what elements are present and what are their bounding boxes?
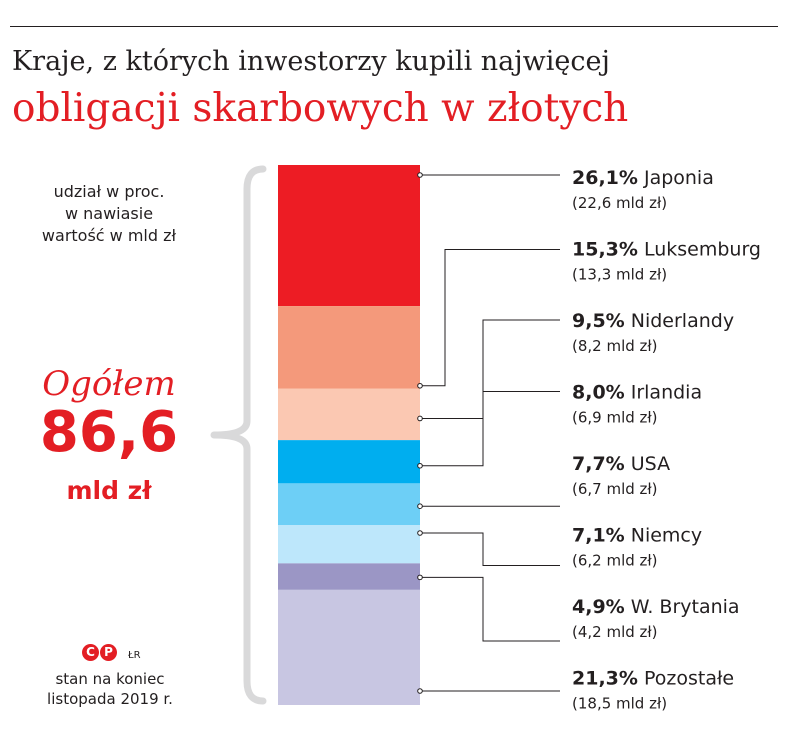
leader-line-7 — [420, 576, 560, 642]
category-label: Niemcy — [625, 525, 702, 547]
category-label: Niderlandy — [625, 310, 734, 332]
leader-line-3 — [420, 319, 560, 419]
protected-icon: P — [100, 644, 117, 661]
total-brace — [210, 165, 267, 705]
leader-dot-7 — [417, 574, 423, 581]
segment-label: 21,3% Pozostałe — [572, 668, 734, 690]
units-note-line: wartość w mld zł — [41, 226, 177, 245]
bar-segment-6 — [278, 525, 420, 564]
segment-labels: 26,1% Japonia (22,6 mld zł) 15,3% Luksembu… — [572, 167, 761, 713]
category-label: Luksemburg — [638, 239, 761, 261]
leader-line-2 — [420, 249, 560, 387]
bar-segment-5 — [278, 483, 420, 525]
bar-segment-8 — [278, 589, 420, 705]
copyright-icon: C — [82, 644, 99, 661]
amount-label: (6,2 mld zł) — [572, 552, 658, 570]
total-value: 86,6 — [39, 400, 179, 465]
bar-segment-7 — [278, 563, 420, 590]
bar-segment-2 — [278, 306, 420, 389]
leader-dot-5 — [417, 503, 423, 509]
bar-segment-4 — [278, 440, 420, 484]
status-line: listopada 2019 r. — [47, 690, 173, 708]
amount-label: (4,2 mld zł) — [572, 623, 658, 641]
value-label: 8,0% — [572, 382, 625, 404]
copyright-logo: C P — [82, 644, 117, 661]
segment-label: 7,7% USA — [572, 453, 670, 475]
leader-line-6 — [420, 532, 560, 566]
units-note: udział w proc. w nawiasie wartość w mld … — [16, 181, 202, 247]
top-rule — [10, 26, 778, 27]
bar-segment-1 — [278, 165, 420, 307]
category-label: W. Brytania — [625, 596, 740, 618]
segment-label: 9,5% Niderlandy — [572, 310, 734, 332]
value-label: 7,7% — [572, 453, 625, 475]
leader-dot-8 — [417, 688, 423, 694]
data-status-note: stan na koniec listopada 2019 r. — [20, 669, 200, 709]
amount-label: (18,5 mld zł) — [572, 695, 667, 713]
author-initials: ŁR — [128, 650, 141, 661]
status-line: stan na koniec — [55, 670, 165, 688]
value-label: 9,5% — [572, 310, 625, 332]
bar-segment-3 — [278, 388, 420, 441]
category-label: Irlandia — [625, 382, 702, 404]
amount-label: (22,6 mld zł) — [572, 194, 667, 212]
amount-label: (13,3 mld zł) — [572, 266, 667, 284]
category-label: Pozostałe — [638, 668, 734, 690]
units-note-line: udział w proc. — [53, 182, 165, 201]
units-note-line: w nawiasie — [64, 204, 154, 223]
segment-label: 15,3% Luksemburg — [572, 239, 761, 261]
value-label: 26,1% — [572, 167, 638, 189]
leader-dot-6 — [417, 530, 423, 536]
leader-dot-1 — [417, 172, 423, 178]
segment-label: 4,9% W. Brytania — [572, 596, 740, 618]
leader-dot-2 — [417, 382, 423, 389]
amount-label: (6,7 mld zł) — [572, 480, 658, 498]
value-label: 15,3% — [572, 239, 638, 261]
category-label: USA — [625, 453, 670, 475]
value-label: 21,3% — [572, 668, 638, 690]
segment-label: 7,1% Niemcy — [572, 525, 702, 547]
amount-label: (8,2 mld zł) — [572, 337, 658, 355]
value-label: 7,1% — [572, 525, 625, 547]
value-label: 4,9% — [572, 596, 625, 618]
bar-segments — [278, 165, 420, 705]
category-label: Japonia — [638, 167, 714, 189]
total-unit: mld zł — [66, 476, 152, 505]
chart-subtitle: obligacji skarbowych w złotych — [12, 86, 629, 131]
total-label: Ogółem — [42, 364, 176, 404]
chart-title: Kraje, z których inwestorzy kupili najwi… — [12, 46, 610, 77]
segment-label: 26,1% Japonia — [572, 167, 714, 189]
segment-label: 8,0% Irlandia — [572, 382, 702, 404]
leader-dot-4 — [417, 462, 423, 469]
leader-dot-3 — [417, 415, 423, 422]
leader-line-4 — [420, 391, 560, 467]
amount-label: (6,9 mld zł) — [572, 409, 658, 427]
leader-lines — [417, 172, 560, 694]
